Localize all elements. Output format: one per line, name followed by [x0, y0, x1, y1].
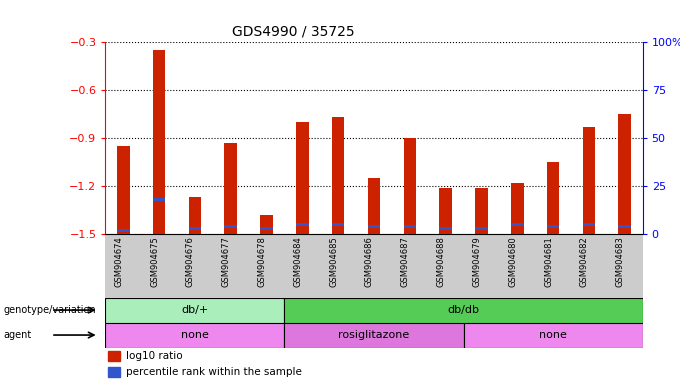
- Bar: [403, 138, 416, 234]
- Text: rosiglitazone: rosiglitazone: [339, 330, 409, 340]
- Bar: [368, 225, 380, 228]
- Text: GSM904678: GSM904678: [258, 236, 267, 287]
- Bar: [296, 122, 309, 234]
- Bar: [511, 183, 524, 234]
- Text: GSM904674: GSM904674: [114, 236, 123, 287]
- Bar: [105, 323, 284, 348]
- Bar: [260, 227, 273, 230]
- Text: GSM904687: GSM904687: [401, 236, 410, 287]
- Text: log10 ratio: log10 ratio: [126, 351, 183, 361]
- Text: GSM904688: GSM904688: [437, 236, 445, 287]
- Bar: [296, 223, 309, 227]
- Text: GSM904682: GSM904682: [580, 236, 589, 287]
- Text: GSM904681: GSM904681: [544, 236, 553, 287]
- Bar: [547, 225, 560, 228]
- Text: GSM904679: GSM904679: [473, 236, 481, 287]
- Text: db/+: db/+: [182, 305, 209, 315]
- Bar: [224, 225, 237, 228]
- Bar: [108, 367, 120, 377]
- Bar: [618, 225, 631, 228]
- Bar: [475, 188, 488, 234]
- Bar: [117, 228, 130, 232]
- Text: genotype/variation: genotype/variation: [3, 305, 96, 315]
- Bar: [153, 198, 165, 202]
- Bar: [117, 146, 130, 234]
- Bar: [108, 351, 120, 361]
- Text: GSM904677: GSM904677: [222, 236, 231, 287]
- Bar: [332, 223, 345, 227]
- Text: db/db: db/db: [447, 305, 479, 315]
- Text: GSM904683: GSM904683: [615, 236, 625, 287]
- Bar: [105, 298, 284, 323]
- Bar: [583, 127, 595, 234]
- Bar: [260, 215, 273, 234]
- Text: none: none: [181, 330, 209, 340]
- Bar: [475, 227, 488, 230]
- Bar: [188, 197, 201, 234]
- Text: GDS4990 / 35725: GDS4990 / 35725: [232, 25, 355, 38]
- Text: GSM904686: GSM904686: [365, 236, 374, 287]
- Bar: [511, 223, 524, 227]
- Bar: [284, 298, 643, 323]
- Bar: [403, 225, 416, 228]
- Text: agent: agent: [3, 330, 32, 340]
- Bar: [368, 178, 380, 234]
- Bar: [583, 223, 595, 227]
- Bar: [284, 323, 464, 348]
- Text: GSM904680: GSM904680: [508, 236, 517, 287]
- Text: percentile rank within the sample: percentile rank within the sample: [126, 367, 302, 377]
- Bar: [618, 114, 631, 234]
- Bar: [464, 323, 643, 348]
- Bar: [188, 227, 201, 230]
- Bar: [439, 227, 452, 230]
- Bar: [332, 118, 345, 234]
- Bar: [547, 162, 560, 234]
- Text: GSM904685: GSM904685: [329, 236, 338, 287]
- Text: GSM904684: GSM904684: [293, 236, 303, 287]
- Text: none: none: [539, 330, 567, 340]
- Text: GSM904676: GSM904676: [186, 236, 195, 287]
- Bar: [153, 50, 165, 234]
- Bar: [224, 143, 237, 234]
- Bar: [439, 188, 452, 234]
- Text: GSM904675: GSM904675: [150, 236, 159, 287]
